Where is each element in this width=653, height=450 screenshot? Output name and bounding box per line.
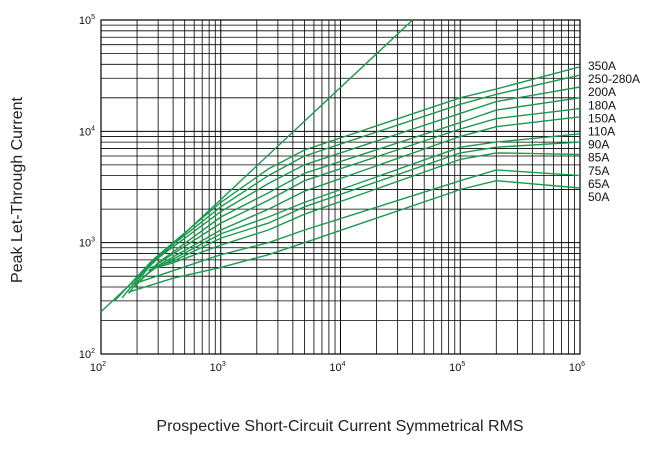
x-tick-label: 102 [90, 361, 106, 374]
series-label: 200A [588, 85, 616, 99]
series-lines [100, 19, 581, 313]
x-tick-label: 105 [449, 361, 465, 374]
y-tick-label: 103 [79, 237, 95, 250]
y-axis-title: Peak Let-Through Current [9, 97, 26, 283]
series-line [139, 107, 581, 282]
series-line [133, 97, 581, 288]
series-line [128, 86, 581, 294]
axes: 102 103 104 105 106 102 103 104 105 [79, 14, 585, 374]
x-tick-label: 103 [210, 361, 226, 374]
x-tick-label: 106 [569, 361, 585, 374]
series-line [121, 74, 581, 299]
series-line [143, 116, 581, 277]
reference-line [100, 19, 414, 313]
series-label: 110A [588, 125, 615, 139]
y-tick-label: 104 [79, 125, 95, 138]
x-tick-label: 104 [329, 361, 345, 374]
series-label: 180A [588, 98, 616, 112]
series-line [131, 169, 581, 286]
grid [100, 20, 580, 355]
series-label: 250-280A [588, 72, 640, 86]
series-label: 90A [588, 138, 609, 152]
series-line [148, 133, 581, 272]
series-label: 150A [588, 111, 616, 125]
series-line [128, 179, 581, 293]
series-line [114, 66, 581, 302]
series-line [148, 152, 581, 271]
series-labels: 350A250-280A200A180A150A110A90A85A75A65A… [588, 59, 640, 204]
y-tick-label: 102 [79, 348, 95, 361]
series-label: 350A [588, 59, 616, 73]
series-label: 75A [588, 164, 609, 178]
series-label: 85A [588, 151, 609, 165]
plot-frame [100, 19, 581, 355]
series-label: 50A [588, 190, 609, 204]
y-tick-label: 105 [79, 14, 95, 27]
series-label: 65A [588, 177, 609, 191]
series-line [150, 141, 581, 269]
x-axis-title: Prospective Short-Circuit Current Symmet… [156, 418, 523, 435]
